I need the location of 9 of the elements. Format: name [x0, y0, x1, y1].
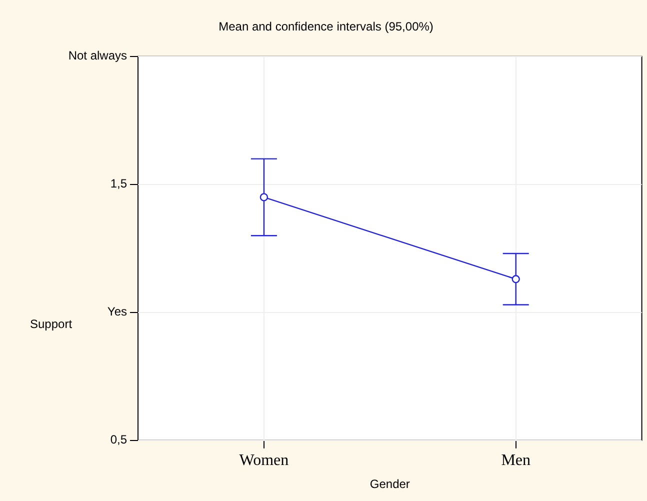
x-tick-label: Women: [239, 452, 289, 470]
y-tick-label: 1,5: [110, 176, 128, 191]
x-tick-label: Men: [501, 452, 531, 470]
y-axis-title: Support: [30, 317, 72, 331]
x-axis-title: Gender: [370, 477, 410, 492]
chart-title: Mean and confidence intervals (95,00%): [218, 20, 434, 34]
y-tick-label: Not always: [68, 48, 127, 63]
y-tick-label: Yes: [107, 304, 127, 319]
y-tick-label: 0,5: [110, 432, 128, 447]
